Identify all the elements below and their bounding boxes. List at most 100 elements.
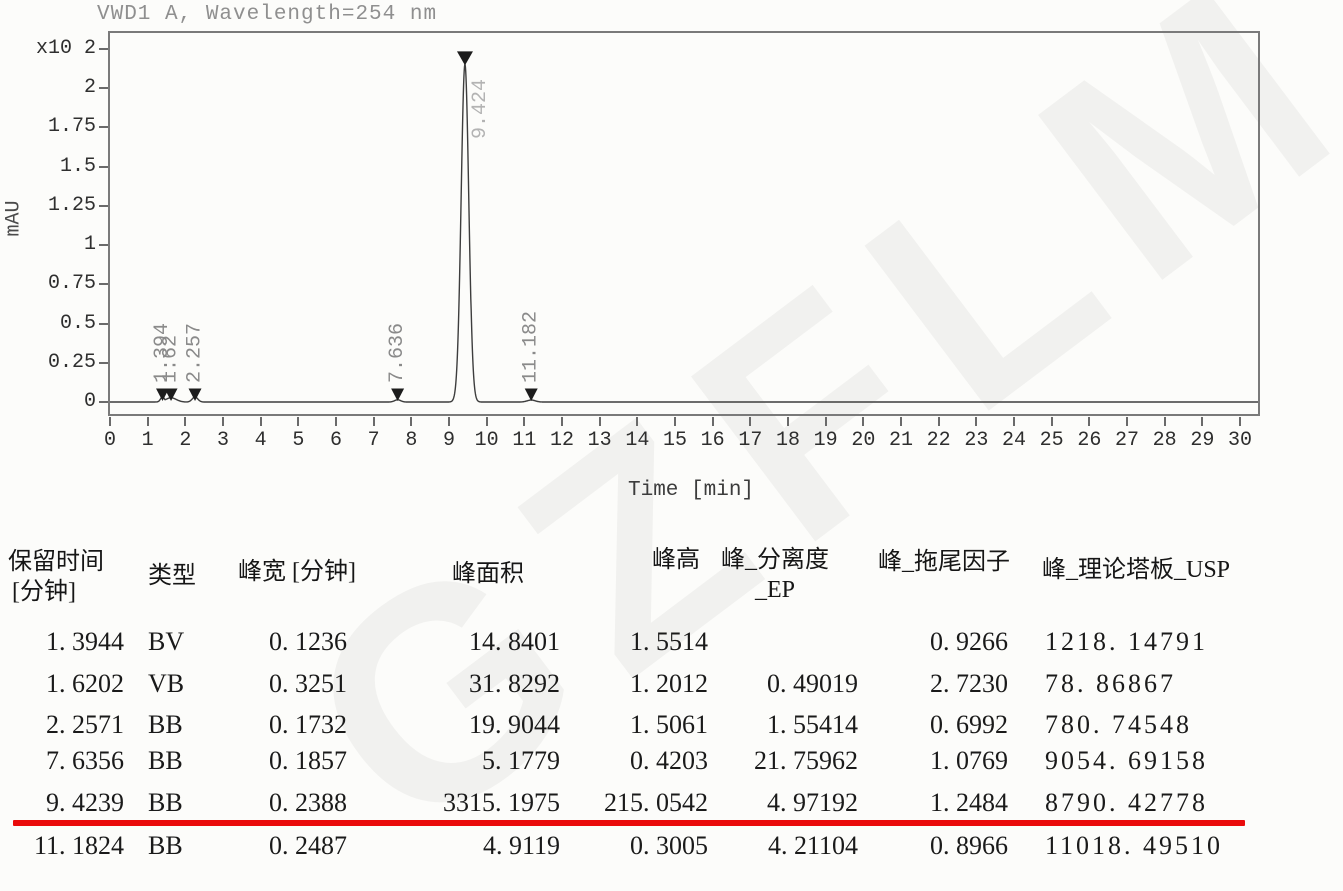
x-tick-label: 11: [512, 429, 537, 452]
y-tick-label: x10 2: [35, 36, 96, 60]
table-cell: 780. 74548: [1045, 710, 1192, 739]
table-cell: 21. 75962: [754, 746, 858, 775]
peak-marker: [164, 388, 178, 401]
table-cell: 11. 1824: [33, 831, 124, 860]
y-tick-label: 2: [83, 76, 96, 99]
column-header-tailing: 峰_拖尾因子: [878, 549, 1010, 575]
x-tick-label: 20: [851, 429, 876, 452]
table-cell: 0. 49019: [767, 669, 858, 698]
peak-retention-label: 1.394: [151, 323, 174, 383]
table-cell: 1. 3944: [46, 627, 124, 656]
x-tick-label: 15: [662, 429, 687, 452]
chromatogram-trace: [110, 63, 1258, 403]
table-cell: 0. 1236: [269, 627, 347, 656]
x-tick-mark: [749, 417, 752, 426]
y-tick-mark: [99, 165, 108, 168]
table-cell: 0. 2487: [269, 831, 347, 860]
column-header-resolution-l1: 峰_分离度: [721, 547, 829, 573]
x-tick-mark: [1163, 417, 1166, 426]
table-row: 2. 2571 BB 0. 1732 19. 9044 1. 5061 1. 55414 0…: [0, 711, 1343, 741]
x-tick-label: 18: [775, 429, 800, 452]
x-tick-label: 29: [1190, 429, 1215, 452]
x-tick-mark: [335, 417, 337, 426]
peak-marker: [391, 388, 405, 401]
x-tick-label: 27: [1114, 429, 1139, 452]
y-tick-label: 0.25: [47, 350, 96, 374]
y-tick-label: 0.5: [59, 311, 96, 335]
y-tick-label: 1.25: [47, 193, 96, 217]
x-tick-mark: [824, 417, 827, 426]
x-tick-label: 2: [179, 429, 192, 452]
x-tick-mark: [1126, 417, 1128, 426]
table-cell: 0. 8966: [930, 831, 1008, 860]
x-tick-label: 25: [1039, 429, 1064, 452]
x-tick-mark: [711, 417, 714, 426]
table-cell: 9. 4239: [46, 788, 124, 817]
x-tick-mark: [636, 417, 639, 426]
chromatogram-title: VWD1 A, Wavelength=254 nm: [97, 3, 438, 26]
x-tick-mark: [674, 417, 676, 426]
peak-marker: [456, 51, 473, 66]
table-cell: 1. 5514: [630, 627, 708, 656]
table-cell: BB: [148, 788, 183, 817]
x-tick-label: 9: [442, 429, 455, 452]
x-tick-label: 17: [738, 429, 763, 452]
x-tick-label: 0: [103, 429, 116, 452]
table-row: 1. 6202 VB 0. 3251 31. 8292 1. 2012 0. 49019 2…: [0, 670, 1343, 700]
x-tick-mark: [1239, 417, 1241, 426]
x-tick-mark: [222, 417, 224, 426]
x-tick-mark: [184, 417, 187, 426]
table-cell: 8790. 42778: [1045, 788, 1208, 817]
x-tick-label: 21: [888, 429, 913, 452]
table-cell: 0. 4203: [630, 746, 708, 775]
table-row: 11. 1824 BB 0. 2487 4. 9119 0. 3005 4. 21104 0…: [0, 832, 1343, 862]
plot-frame: [108, 31, 1260, 416]
x-tick-mark: [523, 417, 526, 426]
table-cell: 0. 9266: [930, 627, 1008, 656]
table-cell: 1. 0769: [930, 746, 1008, 775]
column-header-retention-l1: 保留时间: [8, 549, 104, 575]
x-tick-mark: [1088, 417, 1091, 426]
x-tick-mark: [1201, 417, 1204, 426]
column-header-resolution-l2: _EP: [754, 577, 795, 603]
table-cell: 2. 2571: [46, 710, 124, 739]
y-tick-mark: [99, 87, 108, 89]
x-tick-label: 24: [1001, 429, 1026, 452]
table-cell: 1218. 14791: [1045, 627, 1208, 656]
table-cell: 1. 2012: [630, 669, 708, 698]
x-tick-label: 26: [1077, 429, 1102, 452]
peak-marker: [156, 388, 170, 401]
y-tick-mark: [99, 126, 108, 129]
column-header-type: 类型: [148, 563, 196, 589]
column-header-plates: 峰_理论塔板_USP: [1042, 557, 1231, 583]
highlight-underline: [13, 820, 1245, 826]
x-tick-mark: [561, 417, 563, 426]
x-tick-label: 8: [405, 429, 418, 452]
x-tick-label: 23: [964, 429, 989, 452]
peak-retention-label: 9.424: [469, 79, 492, 139]
table-cell: 0. 2388: [269, 788, 347, 817]
table-cell: 11018. 49510: [1045, 831, 1224, 860]
x-tick-label: 14: [625, 429, 650, 452]
x-tick-mark: [1050, 417, 1053, 426]
x-tick-mark: [146, 417, 149, 426]
table-cell: VB: [148, 669, 185, 698]
y-tick-label: 0: [83, 390, 96, 413]
table-row: 1. 3944 BV 0. 1236 14. 8401 1. 5514 0. 9266 12…: [0, 628, 1343, 658]
table-cell: 0. 3251: [269, 669, 347, 698]
table-cell: BB: [148, 746, 183, 775]
y-tick-mark: [99, 322, 108, 325]
y-tick-mark: [99, 47, 108, 50]
peak-retention-label: 7.636: [386, 323, 409, 383]
x-tick-label: 6: [329, 429, 342, 452]
y-tick-mark: [99, 283, 108, 286]
x-tick-label: 16: [700, 429, 725, 452]
table-cell: 0. 6992: [930, 710, 1008, 739]
table-cell: 1. 2484: [930, 788, 1008, 817]
x-tick-mark: [485, 417, 488, 426]
y-tick-label: 0.75: [47, 272, 96, 296]
table-cell: 4. 9119: [482, 831, 560, 860]
table-cell: BB: [148, 710, 183, 739]
x-tick-mark: [259, 417, 262, 426]
